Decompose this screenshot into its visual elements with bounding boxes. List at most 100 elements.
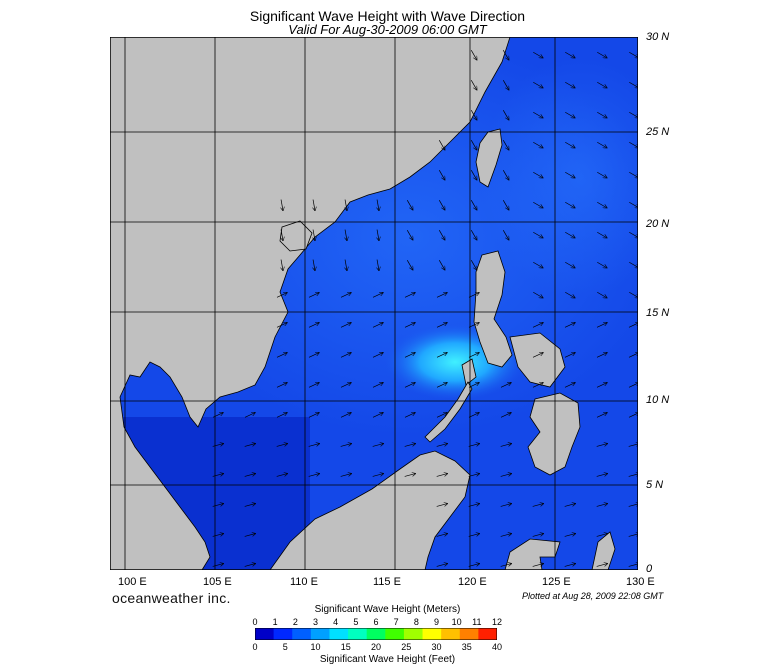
wave-direction-arrow (438, 230, 445, 240)
lon-label-105e: 105 E (203, 576, 232, 588)
wave-direction-arrow (406, 200, 413, 210)
wave-direction-arrow (468, 293, 479, 298)
colorbar-segment (348, 628, 368, 640)
wave-direction-arrow (404, 353, 415, 358)
wave-direction-arrow (470, 230, 477, 240)
wave-direction-arrow (532, 353, 543, 358)
wave-direction-arrow (470, 80, 477, 90)
wave-direction-arrow (212, 534, 224, 537)
wave-direction-arrow (468, 353, 479, 358)
wave-direction-arrow (564, 383, 575, 388)
land-halmahera (591, 531, 616, 570)
wave-direction-arrow (308, 383, 319, 388)
wave-direction-arrow (565, 51, 575, 58)
wave-direction-arrow (468, 504, 480, 507)
wave-direction-arrow (629, 201, 638, 208)
wave-direction-arrow (502, 200, 509, 210)
wave-direction-arrow (565, 261, 575, 268)
meters-tick-label: 11 (472, 617, 482, 627)
wave-direction-arrow (597, 171, 607, 178)
meters-tick-label: 1 (272, 617, 278, 627)
wave-direction-arrow (500, 564, 512, 567)
wave-direction-arrow (436, 353, 447, 358)
wave-direction-arrow (212, 504, 224, 507)
wave-direction-arrow (340, 444, 352, 447)
colorbar-segment (255, 628, 275, 640)
map-title: Significant Wave Height with Wave Direct… (249, 8, 526, 24)
wave-direction-arrow (436, 474, 448, 477)
land-taiwan (475, 128, 503, 188)
wave-direction-arrow (500, 444, 512, 447)
land-borneo (269, 450, 471, 570)
wave-direction-arrow (500, 534, 512, 537)
wave-direction-arrow (502, 230, 509, 240)
wave-direction-arrow (436, 444, 448, 447)
wave-direction-arrow (406, 260, 413, 270)
wave-direction-arrow (533, 261, 543, 268)
feet-tick-label: 0 (252, 642, 258, 652)
wave-direction-arrow (276, 293, 287, 298)
wave-direction-arrow (596, 323, 607, 328)
wave-direction-arrow (244, 564, 256, 567)
meters-tick-label: 4 (333, 617, 339, 627)
wave-direction-arrow (533, 171, 543, 178)
feet-tick-label: 10 (310, 642, 321, 652)
wave-direction-arrow (308, 353, 319, 358)
wave-direction-arrow (468, 534, 480, 537)
wave-direction-arrow (468, 444, 480, 447)
meters-tick-label: 9 (433, 617, 439, 627)
wave-direction-arrow (468, 323, 479, 328)
wave-direction-arrow (533, 81, 543, 88)
lon-label-110e: 110 E (290, 576, 318, 588)
wave-direction-arrow (565, 81, 575, 88)
wave-direction-arrow (629, 261, 638, 268)
wave-direction-arrow (276, 444, 288, 447)
wave-direction-arrow (597, 201, 607, 208)
wave-direction-arrow (308, 444, 320, 447)
wave-direction-arrow (340, 323, 351, 328)
wave-direction-arrow (377, 199, 379, 211)
plotted-timestamp: Plotted at Aug 28, 2009 22:08 GMT (522, 591, 664, 601)
wave-direction-arrow (372, 293, 383, 298)
colorbar-segment (441, 628, 461, 640)
wave-direction-arrow (629, 51, 638, 58)
feet-tick-label: 30 (431, 642, 442, 652)
wave-direction-arrow (340, 293, 351, 298)
wave-direction-arrow (532, 323, 543, 328)
wave-direction-arrow (500, 504, 512, 507)
lon-label-125e: 125 E (542, 576, 571, 588)
wave-direction-arrow (212, 564, 224, 567)
wave-direction-arrow (244, 474, 256, 477)
feet-tick-label: 25 (401, 642, 412, 652)
land-visayas (509, 332, 566, 388)
wave-direction-arrow (470, 140, 477, 150)
wave-direction-arrow (308, 474, 320, 477)
wave-direction-arrow (564, 353, 575, 358)
colorbar-segment (273, 628, 293, 640)
colorbar-title-feet: Significant Wave Height (Feet) (319, 654, 456, 665)
wave-direction-arrow (564, 564, 576, 567)
wave-direction-arrow (468, 383, 479, 388)
wave-direction-arrow (281, 259, 283, 271)
wave-direction-arrow (629, 141, 638, 148)
wave-direction-arrow (629, 291, 638, 298)
wave-direction-arrow (340, 383, 351, 388)
wave-direction-arrow (372, 383, 383, 388)
wave-direction-arrow (438, 200, 445, 210)
wave-direction-arrow (565, 141, 575, 148)
meters-tick-label: 7 (393, 617, 399, 627)
wave-direction-arrow (597, 51, 607, 58)
wave-direction-arrow (313, 199, 315, 211)
land-mainland-asia (110, 37, 511, 570)
colorbar-segment (459, 628, 479, 640)
feet-tick-label: 35 (461, 642, 472, 652)
wave-direction-arrow (276, 413, 287, 418)
wave-direction-arrow (308, 413, 319, 418)
wave-direction-arrow (436, 504, 448, 507)
wave-direction-arrow (340, 353, 351, 358)
wave-direction-arrow (596, 353, 607, 358)
land-palawan (424, 381, 473, 443)
wave-direction-arrow (276, 474, 288, 477)
wave-direction-arrow (404, 323, 415, 328)
wave-direction-arrow (533, 51, 543, 58)
